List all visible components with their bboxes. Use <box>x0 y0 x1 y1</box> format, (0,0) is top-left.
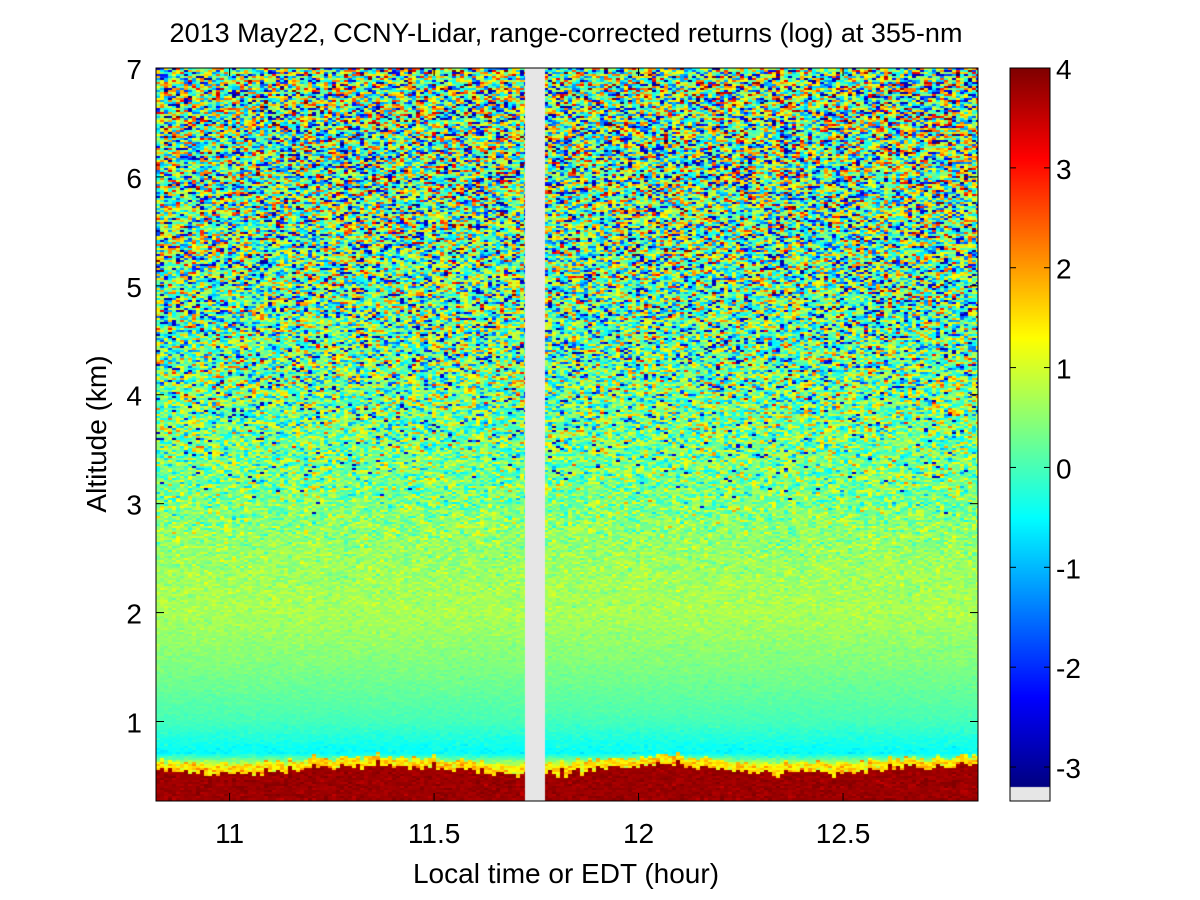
x-tick-label: 12 <box>623 818 654 849</box>
colorbar <box>1010 68 1050 801</box>
colorbar-tick-label: 0 <box>1056 453 1072 484</box>
x-axis-label: Local time or EDT (hour) <box>413 858 719 889</box>
x-tick-label: 12.5 <box>816 818 871 849</box>
colorbar-tick-label: -2 <box>1056 653 1081 684</box>
colorbar-tick-label: 2 <box>1056 254 1072 285</box>
y-tick-label: 6 <box>126 163 142 194</box>
plot-frame <box>155 67 979 802</box>
x-tick-label: 11 <box>215 818 244 849</box>
chart-title: 2013 May22, CCNY-Lidar, range-corrected … <box>170 18 963 48</box>
lidar-heatmap <box>156 68 978 801</box>
x-tick-label: 11.5 <box>408 818 460 849</box>
colorbar-tick-label: 4 <box>1056 54 1072 85</box>
y-tick-label: 5 <box>126 272 142 303</box>
y-tick-label: 2 <box>126 599 142 630</box>
colorbar-frame <box>1009 67 1051 802</box>
y-tick-label: 4 <box>126 381 142 412</box>
y-tick-label: 7 <box>126 54 142 85</box>
colorbar-tick-label: -1 <box>1056 553 1081 584</box>
colorbar-tick-label: 1 <box>1056 354 1072 385</box>
y-axis: 1 2 3 4 5 6 7 <box>126 54 978 738</box>
colorbar-tick-label: -3 <box>1056 753 1081 784</box>
y-tick-label: 1 <box>126 707 142 738</box>
y-tick-label: 3 <box>126 490 142 521</box>
x-axis: 11 11.5 12 12.5 <box>215 68 870 849</box>
colorbar-tick-label: 3 <box>1056 154 1072 185</box>
y-axis-label: Altitude (km) <box>81 355 112 512</box>
colorbar-axis: 4 3 2 1 0 -1 -2 -3 <box>1010 54 1081 784</box>
